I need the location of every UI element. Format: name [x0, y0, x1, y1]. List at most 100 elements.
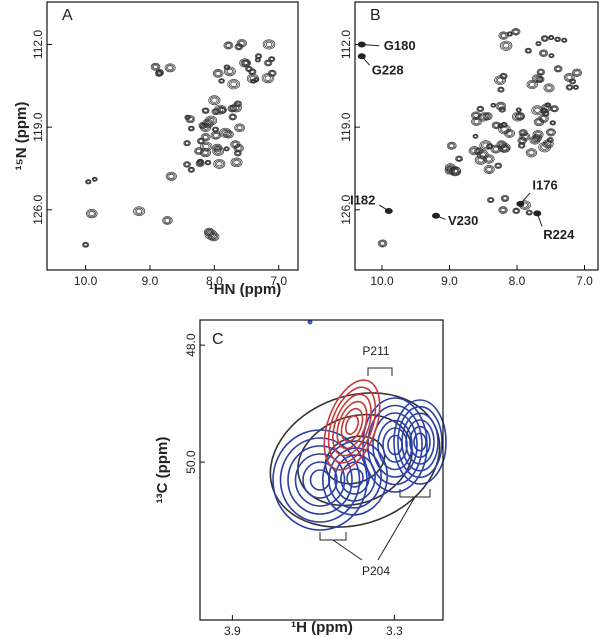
contour	[243, 60, 249, 66]
x-tick-label: 8.0	[206, 274, 223, 288]
contour	[519, 138, 525, 143]
contour	[209, 233, 219, 241]
contour	[452, 168, 459, 174]
contour	[573, 69, 581, 76]
y-tick-label: 48.0	[184, 333, 198, 357]
contour	[232, 142, 239, 147]
contour	[486, 156, 492, 162]
contour	[346, 468, 364, 488]
contour	[215, 148, 222, 154]
contour	[471, 148, 478, 154]
contour	[377, 239, 388, 248]
leader	[435, 215, 446, 220]
contour	[229, 114, 236, 120]
contour	[248, 68, 257, 76]
contour	[494, 162, 503, 169]
contour	[163, 217, 172, 224]
y-tick-label: 112.0	[339, 30, 353, 59]
contour	[513, 29, 519, 34]
contour	[82, 242, 89, 248]
leader	[378, 204, 390, 212]
contour	[525, 148, 538, 158]
contour	[480, 114, 487, 120]
contour	[217, 107, 224, 113]
contour	[209, 96, 219, 104]
contour	[224, 42, 233, 49]
contour	[204, 115, 218, 126]
contour	[548, 35, 554, 40]
contour	[201, 123, 210, 131]
contour	[378, 240, 387, 247]
contour	[211, 132, 220, 139]
contour	[480, 141, 491, 150]
contour	[164, 218, 171, 223]
contour	[504, 129, 515, 138]
contour	[188, 126, 195, 131]
contour	[539, 143, 550, 152]
contour	[543, 105, 550, 110]
contour	[482, 112, 493, 121]
contour	[218, 78, 225, 84]
contour	[525, 48, 532, 53]
contour	[552, 106, 557, 111]
contour	[322, 440, 388, 516]
contour	[228, 113, 237, 121]
contour	[216, 161, 223, 167]
contour	[550, 121, 555, 125]
contour	[267, 69, 277, 77]
contour	[501, 74, 506, 78]
contour	[232, 158, 242, 167]
contour	[519, 143, 524, 148]
contour	[197, 138, 205, 144]
contour	[188, 167, 195, 173]
contour	[569, 78, 577, 85]
y-tick-label: 119.0	[31, 112, 45, 141]
contour	[201, 142, 211, 151]
contour	[570, 79, 575, 84]
contour	[249, 76, 257, 82]
contour	[507, 32, 512, 36]
contour	[155, 69, 165, 77]
contour	[574, 85, 578, 89]
contour	[527, 80, 537, 88]
bracket	[319, 532, 347, 541]
contour	[82, 241, 90, 248]
contour	[208, 95, 221, 106]
contour	[445, 167, 454, 174]
contour	[527, 210, 532, 215]
x-tick-label: 7.0	[576, 274, 593, 288]
contour	[206, 230, 216, 239]
panel-label: C	[212, 331, 224, 348]
contour	[185, 141, 190, 145]
contour	[477, 157, 484, 163]
contour	[152, 64, 159, 69]
contour	[548, 35, 555, 41]
contour	[501, 195, 509, 202]
contour	[184, 162, 190, 167]
contour	[222, 130, 229, 136]
contour	[340, 461, 370, 495]
contour	[479, 152, 486, 158]
bracket	[367, 367, 393, 376]
contour	[573, 85, 579, 90]
contour	[554, 37, 561, 42]
contour	[212, 146, 225, 156]
contour	[531, 105, 544, 116]
contour	[233, 159, 240, 165]
annotation: P211	[362, 344, 389, 358]
contour	[548, 53, 555, 59]
contour	[336, 400, 368, 450]
contour	[455, 155, 463, 162]
contour	[205, 160, 211, 165]
contour	[495, 163, 502, 169]
contour	[546, 85, 552, 91]
contour	[239, 41, 245, 46]
contour	[201, 107, 210, 114]
contour	[236, 39, 247, 48]
contour	[512, 28, 520, 35]
contour	[553, 65, 563, 73]
leader	[536, 213, 543, 227]
contour	[490, 103, 496, 108]
contour	[242, 60, 250, 66]
